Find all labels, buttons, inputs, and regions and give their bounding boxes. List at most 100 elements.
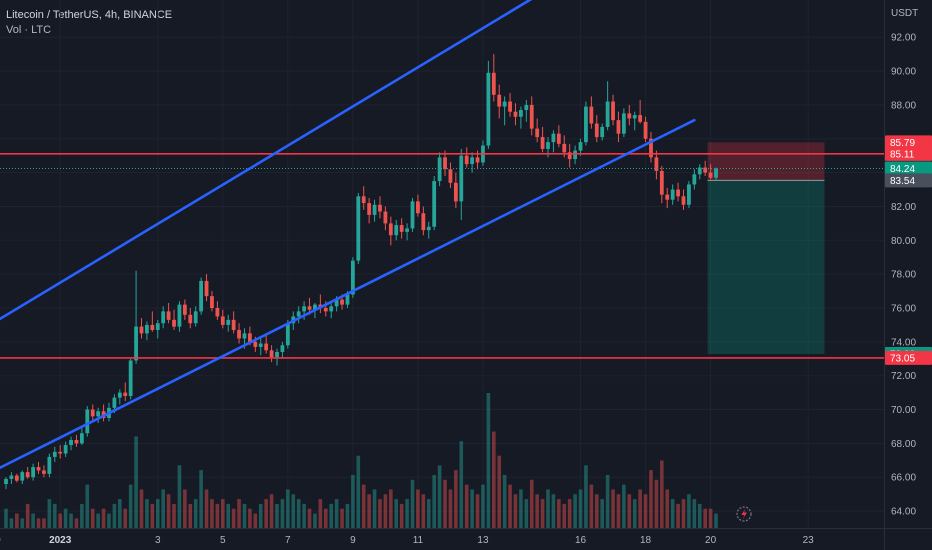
candle-body: [361, 196, 366, 204]
candle: [361, 186, 366, 210]
candle: [529, 96, 534, 136]
price-axis-bg: [884, 0, 932, 550]
candle-body: [524, 104, 529, 110]
candle-body: [611, 101, 615, 121]
price-tag-label: 85.11: [890, 149, 915, 160]
candle-body: [410, 201, 415, 229]
volume-bar: [389, 489, 393, 528]
candle: [204, 274, 209, 302]
candle: [25, 467, 30, 479]
candle-body: [85, 409, 90, 434]
candle-body: [459, 155, 464, 202]
candle: [31, 463, 35, 481]
extras: [736, 506, 752, 522]
candle-body: [31, 467, 35, 478]
price-tag-label: 73.05: [890, 353, 915, 364]
candle: [443, 150, 447, 176]
volume-bar: [508, 484, 512, 528]
volume-bar: [475, 494, 480, 528]
take-profit-zone: [707, 180, 825, 355]
candle: [405, 223, 409, 241]
candle-body: [280, 345, 285, 352]
candle-body: [448, 169, 453, 183]
candle-body: [502, 101, 507, 107]
volume-bar: [524, 499, 529, 528]
candle-body: [58, 451, 63, 454]
volume-bar: [573, 494, 577, 528]
candle-body: [123, 392, 128, 396]
candle-body: [551, 133, 556, 143]
candle: [426, 221, 431, 239]
candle: [155, 319, 160, 339]
candle: [220, 309, 225, 329]
volume-bar: [502, 474, 507, 528]
price-tag: 83.54: [885, 173, 932, 188]
volume-bar: [63, 508, 68, 528]
candles: [4, 54, 718, 490]
candle: [464, 147, 469, 168]
candle-body: [643, 121, 648, 139]
candle: [14, 473, 19, 483]
candle-body: [215, 308, 220, 317]
price-tag-bg: [885, 135, 932, 150]
candle: [497, 84, 502, 119]
volume-bar: [296, 499, 301, 528]
volume-bar: [112, 503, 117, 528]
candle-body: [128, 360, 133, 396]
volume-bar: [52, 503, 57, 528]
volume-bar: [540, 499, 545, 528]
candle: [96, 407, 101, 424]
volume-bar: [697, 503, 702, 528]
candle: [600, 123, 605, 141]
volume-bar: [660, 460, 664, 528]
volume-bar: [708, 508, 713, 528]
candle: [226, 314, 231, 332]
candle-body: [47, 456, 52, 474]
volume-bar: [394, 499, 399, 528]
volume-bar: [594, 494, 599, 528]
candle: [399, 218, 404, 239]
volume-bar: [605, 474, 610, 528]
candle: [177, 301, 182, 332]
volume-bar: [383, 494, 388, 528]
candle: [437, 152, 442, 187]
candle-body: [703, 167, 708, 173]
volume-bar: [627, 494, 632, 528]
candle-body: [632, 115, 637, 119]
candle: [231, 311, 236, 334]
candle: [692, 169, 697, 190]
volume-bar: [90, 508, 95, 528]
volume-bar: [562, 503, 567, 528]
candle: [416, 194, 420, 217]
volume-bar: [492, 431, 496, 528]
candle-body: [399, 225, 404, 232]
candle-body: [161, 311, 166, 324]
candle-body: [269, 350, 274, 358]
price-axis[interactable]: 92.0090.0088.0086.0084.0082.0080.0078.00…: [884, 0, 932, 550]
candle: [52, 446, 57, 462]
volume-bar: [177, 465, 182, 528]
time-tick-label: 9: [350, 535, 356, 546]
candle-body: [9, 475, 14, 479]
volume-bar: [535, 494, 539, 528]
volume-bar: [210, 499, 214, 528]
volume-bar: [96, 513, 100, 528]
volume-bar: [161, 489, 165, 528]
price-tick-label: 72.00: [891, 371, 916, 382]
time-tick-label: 3: [155, 535, 161, 546]
volume-bar: [546, 489, 550, 528]
candle: [372, 199, 377, 222]
channel-lower-line: [0, 118, 696, 470]
candle-body: [112, 397, 117, 408]
price-tick-label: 78.00: [891, 270, 916, 281]
volume-bar: [9, 518, 14, 528]
volume-bar: [421, 494, 426, 528]
volume-bar: [600, 499, 604, 528]
candle: [161, 306, 166, 329]
candle-body: [210, 296, 214, 308]
volume-bar: [199, 470, 203, 528]
time-axis[interactable]: 3020233579111316182023: [0, 528, 932, 547]
candle-body: [600, 126, 605, 138]
candle-body: [627, 113, 632, 119]
